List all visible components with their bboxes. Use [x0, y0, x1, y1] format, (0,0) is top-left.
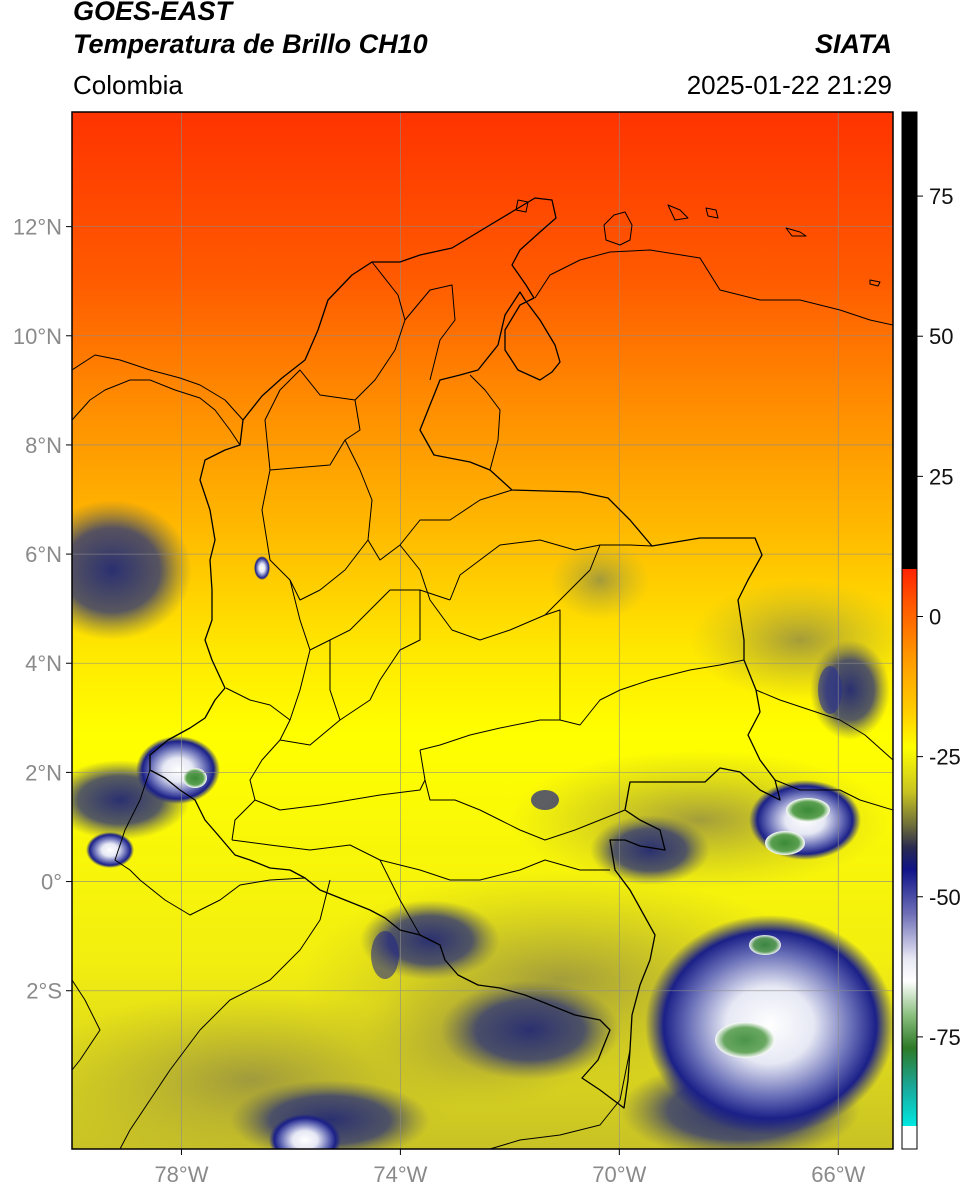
convective-cell-south	[645, 915, 893, 1135]
country-borders	[72, 197, 893, 1149]
temperature-field	[72, 112, 893, 1149]
colorbar-ticks: 75 50 25 0 -25 -50 -75	[917, 184, 961, 1050]
colorbar-tick-label: -75	[929, 1025, 961, 1050]
source-label: SIATA	[815, 29, 892, 59]
convective-cell-coast	[136, 736, 220, 804]
colorbar-tick-label: 0	[929, 604, 941, 629]
map-frame	[71, 111, 894, 1150]
colorbar-saturated-segment	[902, 112, 917, 569]
lat-tick-label: 2°S	[26, 979, 62, 1004]
lat-tick-label: 12°N	[13, 215, 62, 240]
colorbar-tick-label: 50	[929, 324, 953, 349]
lon-tick-label: 78°W	[154, 1162, 208, 1187]
colorbar-tick-label: -50	[929, 885, 961, 910]
longitude-ticks: 78°W 74°W 70°W 66°W	[154, 1149, 866, 1187]
lat-tick-label: 6°N	[25, 542, 62, 567]
colorbar-tick-label: 75	[929, 184, 953, 209]
colorbar-tick-label: -25	[929, 745, 961, 770]
lon-tick-label: 66°W	[811, 1162, 865, 1187]
colorbar-frame	[901, 111, 918, 1150]
satellite-title: GOES-EAST	[73, 0, 233, 26]
latitude-ticks: 12°N 10°N 8°N 6°N 4°N 2°N 0° 2°S	[13, 215, 72, 1004]
lon-tick-label: 74°W	[373, 1162, 427, 1187]
colorbar: 75 50 25 0 -25 -50 -75	[901, 111, 961, 1150]
lat-tick-label: 10°N	[13, 324, 62, 349]
colombia-border	[149, 197, 781, 1109]
colorbar-gradient	[902, 569, 917, 1126]
datetime-label: 2025-01-22 21:29	[686, 70, 892, 100]
lon-tick-label: 70°W	[592, 1162, 646, 1187]
lat-tick-label: 0°	[41, 870, 62, 895]
cloud-pacific-north	[72, 500, 192, 640]
lat-tick-label: 8°N	[25, 433, 62, 458]
product-title: Temperatura de Brillo CH10	[73, 29, 428, 59]
region-label: Colombia	[73, 70, 183, 100]
map-gridlines	[72, 112, 893, 1149]
colorbar-tick-label: 25	[929, 464, 953, 489]
lat-tick-label: 2°N	[25, 760, 62, 785]
colorbar-min-segment	[902, 1126, 917, 1149]
lat-tick-label: 4°N	[25, 651, 62, 676]
